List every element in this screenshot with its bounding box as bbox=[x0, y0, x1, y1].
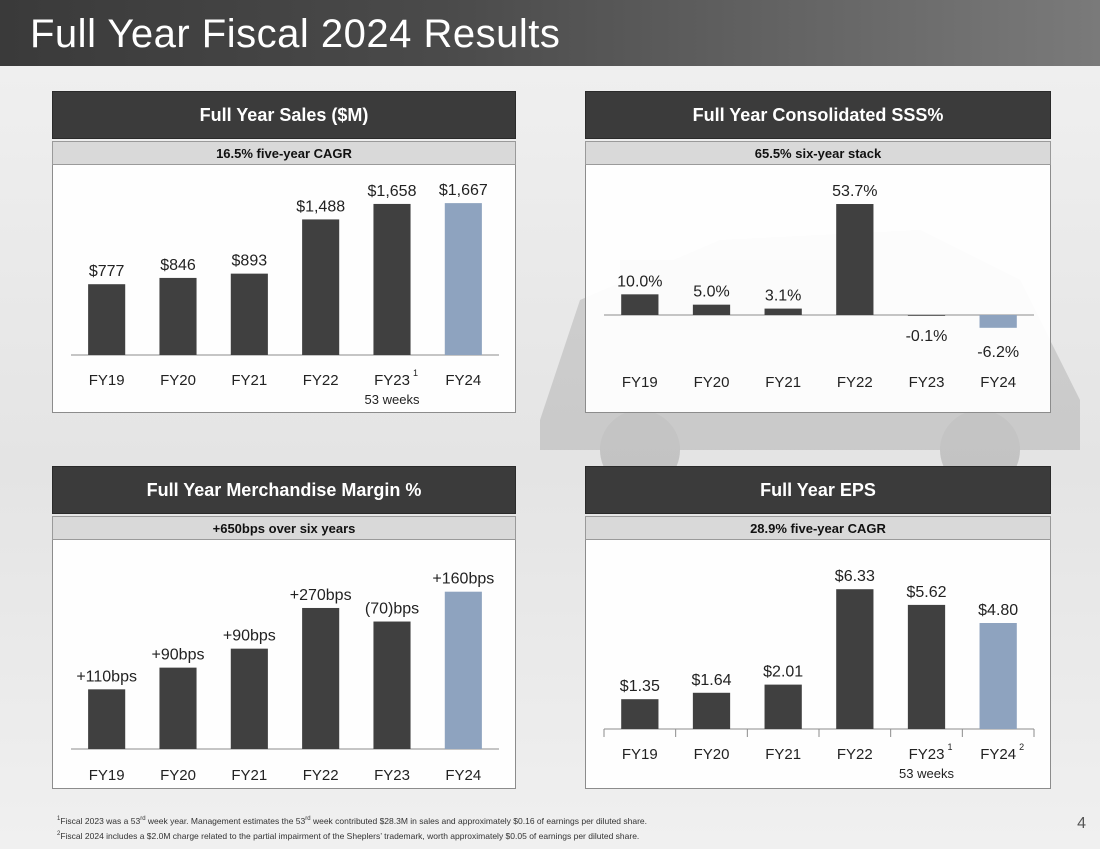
eps-chart-svg: $1.35 FY19 $1.64 FY20 $2.01 FY21 $6.33 FY22 $5.6… bbox=[603, 568, 1035, 781]
bar-fy19 bbox=[621, 699, 659, 729]
bar-fy22 bbox=[836, 204, 874, 315]
bar-fy23 bbox=[373, 203, 411, 355]
sales-chart-svg: $777 FY19 $846 FY20 $893 FY21 $1,488 FY22 $1,658… bbox=[71, 182, 499, 407]
tick-label: FY20 bbox=[160, 767, 196, 784]
data-label: $1.64 bbox=[691, 672, 731, 689]
tick-note: 53 weeks bbox=[899, 766, 954, 781]
tick-label: FY20 bbox=[694, 374, 730, 391]
bar-fy24 bbox=[979, 623, 1017, 729]
eps-chart: $1.35 FY19 $1.64 FY20 $2.01 FY21 $6.33 FY22 $5.6… bbox=[585, 540, 1051, 789]
tick-label: FY24 bbox=[445, 372, 481, 389]
tick-label: FY19 bbox=[622, 374, 658, 391]
page-title: Full Year Fiscal 2024 Results bbox=[30, 12, 561, 56]
data-label: +90bps bbox=[152, 647, 205, 664]
tick-label: FY22 bbox=[837, 746, 873, 763]
tick-label: FY22 bbox=[303, 372, 339, 389]
tick-label: FY24 bbox=[980, 374, 1016, 391]
data-label: $2.01 bbox=[763, 664, 803, 681]
bar-fy24 bbox=[444, 203, 482, 355]
bar-fy23 bbox=[907, 604, 946, 729]
bar-fy21 bbox=[230, 273, 268, 355]
data-label: 10.0% bbox=[617, 273, 662, 290]
tick-label: FY23 bbox=[909, 374, 945, 391]
bar-fy21 bbox=[230, 648, 268, 749]
data-label: $1,667 bbox=[439, 182, 488, 199]
header-bar: Full Year Fiscal 2024 Results bbox=[0, 0, 1100, 66]
bar-fy24 bbox=[444, 591, 482, 749]
data-label: $5.62 bbox=[906, 584, 946, 601]
eps-title: Full Year EPS bbox=[585, 466, 1051, 514]
page-number: 4 bbox=[1077, 815, 1086, 832]
data-label: 53.7% bbox=[832, 183, 877, 200]
tick-label: FY19 bbox=[89, 767, 125, 784]
data-label: +160bps bbox=[432, 571, 494, 588]
footnote-1: 1Fiscal 2023 was a 53rd week year. Manag… bbox=[57, 815, 648, 826]
data-label: +110bps bbox=[76, 668, 137, 685]
bar-fy22 bbox=[302, 607, 340, 749]
margin-subtitle: +650bps over six years bbox=[52, 516, 516, 540]
tick-label: FY23 bbox=[909, 746, 945, 763]
data-label: +90bps bbox=[223, 628, 276, 645]
sss-title: Full Year Consolidated SSS% bbox=[585, 91, 1051, 139]
data-label: $777 bbox=[89, 263, 125, 280]
tick-label: FY22 bbox=[837, 374, 873, 391]
bar-fy23 bbox=[373, 621, 411, 749]
tick-label: FY20 bbox=[160, 372, 196, 389]
sales-chart: $777 FY19 $846 FY20 $893 FY21 $1,488 FY22 $1,658… bbox=[52, 165, 516, 413]
bar-fy21 bbox=[764, 684, 802, 729]
tick-label: FY24 bbox=[980, 746, 1016, 763]
data-label: $1,488 bbox=[296, 198, 345, 215]
data-label: -0.1% bbox=[906, 328, 948, 345]
bar-fy22 bbox=[836, 589, 874, 729]
bar-fy19 bbox=[88, 284, 126, 355]
footnotes: 1Fiscal 2023 was a 53rd week year. Manag… bbox=[57, 813, 647, 843]
bar-fy24 bbox=[979, 315, 1017, 328]
data-label: -6.2% bbox=[977, 344, 1019, 361]
margin-chart-svg: +110bps FY19 +90bps FY20 +90bps FY21 +270bps FY… bbox=[71, 571, 499, 784]
tick-superscript: 2 bbox=[1019, 742, 1024, 752]
footnote-2: 2Fiscal 2024 includes a $2.0M charge rel… bbox=[57, 830, 640, 841]
sales-title: Full Year Sales ($M) bbox=[52, 91, 516, 139]
bar-fy20 bbox=[692, 692, 731, 729]
data-label: 3.1% bbox=[765, 288, 801, 305]
data-label: $1.35 bbox=[620, 678, 660, 695]
data-label: $893 bbox=[232, 253, 268, 270]
tick-label: FY21 bbox=[231, 767, 267, 784]
data-label: 5.0% bbox=[693, 284, 729, 301]
tick-label: FY21 bbox=[765, 374, 801, 391]
bar-fy22 bbox=[302, 219, 340, 355]
bar-fy20 bbox=[692, 304, 731, 315]
tick-label: FY24 bbox=[445, 767, 481, 784]
tick-label: FY22 bbox=[303, 767, 339, 784]
tick-label: FY19 bbox=[622, 746, 658, 763]
data-label: +270bps bbox=[290, 587, 352, 604]
bar-fy21 bbox=[764, 308, 802, 315]
data-label: $4.80 bbox=[978, 602, 1018, 619]
sales-subtitle: 16.5% five-year CAGR bbox=[52, 141, 516, 165]
bar-fy19 bbox=[88, 689, 126, 749]
tick-label: FY20 bbox=[694, 746, 730, 763]
data-label: $1,658 bbox=[368, 183, 417, 200]
margin-chart: +110bps FY19 +90bps FY20 +90bps FY21 +270bps FY… bbox=[52, 540, 516, 789]
tick-label: FY23 bbox=[374, 767, 410, 784]
eps-subtitle: 28.9% five-year CAGR bbox=[585, 516, 1051, 540]
bar-fy23 bbox=[907, 315, 946, 316]
tick-label: FY23 bbox=[374, 372, 410, 389]
bar-fy19 bbox=[621, 294, 659, 315]
tick-note: 53 weeks bbox=[365, 392, 420, 407]
bar-fy20 bbox=[159, 667, 197, 749]
margin-title: Full Year Merchandise Margin % bbox=[52, 466, 516, 514]
tick-label: FY21 bbox=[765, 746, 801, 763]
sss-chart-svg: 10.0% FY19 5.0% FY20 3.1% FY21 53.7% FY22 -0.1% F… bbox=[604, 183, 1034, 391]
data-label: $846 bbox=[160, 257, 196, 274]
tick-superscript: 1 bbox=[413, 368, 418, 378]
tick-superscript: 1 bbox=[948, 742, 953, 752]
sss-chart: 10.0% FY19 5.0% FY20 3.1% FY21 53.7% FY22 -0.1% F… bbox=[585, 165, 1051, 413]
tick-label: FY19 bbox=[89, 372, 125, 389]
data-label: $6.33 bbox=[835, 568, 875, 585]
tick-label: FY21 bbox=[231, 372, 267, 389]
sss-subtitle: 65.5% six-year stack bbox=[585, 141, 1051, 165]
data-label: (70)bps bbox=[365, 601, 419, 618]
bar-fy20 bbox=[159, 277, 197, 355]
